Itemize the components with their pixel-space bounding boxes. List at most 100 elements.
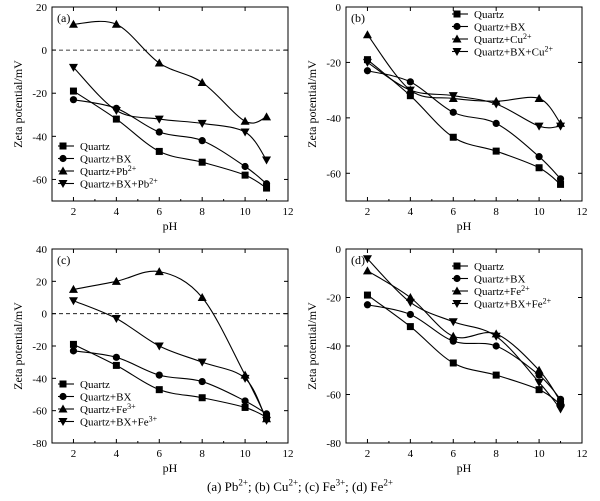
data-point-s3-3 bbox=[197, 119, 207, 128]
panel-label: (d) bbox=[351, 253, 365, 267]
data-point-s3-2 bbox=[154, 115, 164, 124]
data-point-s0-4 bbox=[535, 164, 543, 172]
data-point-s2-0 bbox=[362, 266, 372, 275]
data-point-s3-4 bbox=[534, 122, 544, 131]
data-point-s1-4 bbox=[535, 153, 543, 161]
y-tick-label-2: -20 bbox=[32, 88, 47, 100]
legend-marker-2 bbox=[58, 404, 68, 413]
x-axis-title: pH bbox=[163, 461, 178, 475]
legend-label-1: Quartz+BX bbox=[80, 154, 131, 166]
legend-marker-1 bbox=[59, 392, 67, 401]
data-point-s1-1 bbox=[112, 353, 120, 361]
data-point-s1-4 bbox=[241, 397, 249, 405]
y-tick-label-2: -40 bbox=[32, 373, 47, 385]
data-point-s0-1 bbox=[112, 115, 120, 123]
data-point-s2-4 bbox=[534, 93, 544, 102]
data-point-s3-4 bbox=[240, 128, 250, 137]
y-tick-label-3: -20 bbox=[32, 341, 47, 353]
x-tick-label-0: 2 bbox=[71, 206, 77, 218]
data-point-s1-0 bbox=[69, 347, 78, 355]
data-point-s0-3 bbox=[492, 371, 500, 379]
data-point-s1-2 bbox=[155, 128, 163, 136]
data-point-s0-3 bbox=[492, 147, 500, 155]
x-axis-title: pH bbox=[457, 461, 472, 475]
legend-label-3: Quartz+BX+Cu2+ bbox=[474, 45, 553, 59]
data-point-s0-0 bbox=[69, 87, 77, 95]
legend-label-2: Quartz+Cu2+ bbox=[474, 32, 532, 46]
data-point-s2-4 bbox=[534, 365, 544, 374]
x-tick-label-0: 2 bbox=[71, 448, 77, 460]
data-point-s0-5 bbox=[263, 184, 271, 192]
data-point-s1-5 bbox=[262, 180, 271, 188]
data-point-s3-3 bbox=[197, 358, 207, 367]
data-point-s1-1 bbox=[406, 78, 414, 86]
x-tick-label-4: 10 bbox=[240, 206, 252, 218]
data-point-s0-4 bbox=[535, 386, 543, 394]
data-point-s0-2 bbox=[155, 386, 163, 394]
legend-label-0: Quartz bbox=[474, 9, 504, 21]
y-axis-title: Zeta potential/mV bbox=[305, 60, 319, 148]
plot-frame bbox=[345, 6, 583, 202]
chart-panel-0: 2 4 6 8 10 12 -60 -40 -20 0 20 pH Zeta potential/mV (… bbox=[11, 2, 294, 233]
x-tick-label-3: 8 bbox=[493, 206, 499, 218]
data-point-s2-0 bbox=[68, 19, 78, 28]
data-point-s2-2 bbox=[154, 267, 164, 276]
x-tick-label-3: 8 bbox=[199, 448, 205, 460]
legend-label-sup-2: 2+ bbox=[523, 32, 532, 41]
x-tick-label-1: 4 bbox=[408, 206, 414, 218]
data-point-s0-1 bbox=[112, 361, 120, 369]
x-tick-label-1: 4 bbox=[408, 448, 414, 460]
legend-marker-2 bbox=[452, 34, 462, 43]
y-tick-label-2: -20 bbox=[326, 57, 341, 69]
x-tick-label-5: 12 bbox=[283, 448, 294, 460]
y-tick-label-1: -60 bbox=[32, 406, 47, 418]
x-tick-label-0: 2 bbox=[365, 448, 371, 460]
x-tick-label-1: 4 bbox=[114, 206, 120, 218]
data-point-s1-0 bbox=[363, 67, 372, 75]
figure-caption: (a) Pb2+; (b) Cu2+; (c) Fe3+; (d) Fe2+ bbox=[0, 478, 600, 495]
data-point-s0-1 bbox=[406, 323, 414, 331]
x-axis-title: pH bbox=[163, 219, 178, 233]
legend-marker-0 bbox=[59, 380, 67, 388]
series-line-1 bbox=[367, 304, 561, 400]
legend-label-2: Quartz+Fe2+ bbox=[474, 284, 530, 298]
legend-label-3: Quartz+BX+Pb2+ bbox=[80, 177, 158, 191]
legend-marker-3 bbox=[58, 180, 68, 188]
y-tick-label-0: -80 bbox=[32, 438, 47, 450]
data-point-s3-3 bbox=[491, 100, 501, 109]
data-point-s3-5 bbox=[556, 122, 566, 131]
data-point-s1-3 bbox=[198, 137, 206, 145]
legend-label-sup-2: 2+ bbox=[128, 164, 137, 173]
data-point-s2-0 bbox=[68, 284, 78, 293]
legend-marker-2 bbox=[58, 166, 68, 175]
data-point-s3-2 bbox=[448, 318, 458, 327]
legend-marker-1 bbox=[453, 22, 461, 31]
caption-part-2-sup: 3+ bbox=[335, 478, 346, 488]
data-point-s2-1 bbox=[111, 19, 121, 28]
data-point-s2-1 bbox=[111, 276, 121, 285]
data-point-s1-0 bbox=[363, 301, 372, 309]
x-tick-label-4: 10 bbox=[240, 448, 252, 460]
chart-panel-2: 2 4 6 8 10 12 -80 -60 -40 -20 0 20 40 pH Zeta potentia… bbox=[11, 244, 294, 475]
series-line-3 bbox=[73, 300, 268, 421]
y-tick-label-3: -20 bbox=[326, 293, 341, 305]
legend-marker-3 bbox=[452, 300, 462, 308]
data-point-s1-4 bbox=[241, 162, 249, 171]
data-point-s2-3 bbox=[197, 77, 207, 86]
series-line-0 bbox=[367, 294, 561, 405]
caption-part-1: ; (b) Cu2+ bbox=[247, 478, 299, 495]
data-point-s3-0 bbox=[68, 63, 78, 72]
legend-label-2: Quartz+Pb2+ bbox=[80, 164, 137, 178]
x-tick-label-4: 10 bbox=[534, 448, 546, 460]
legend-marker-0 bbox=[59, 142, 67, 150]
legend-label-1: Quartz+BX bbox=[474, 22, 525, 34]
x-tick-label-0: 2 bbox=[365, 206, 371, 218]
data-point-s0-0 bbox=[69, 340, 77, 348]
y-tick-label-0: -60 bbox=[326, 168, 341, 180]
data-point-s3-1 bbox=[111, 106, 121, 115]
series-line-1 bbox=[367, 70, 561, 180]
legend-label-sup-3: 3+ bbox=[149, 415, 158, 424]
series-line-3 bbox=[367, 61, 561, 129]
